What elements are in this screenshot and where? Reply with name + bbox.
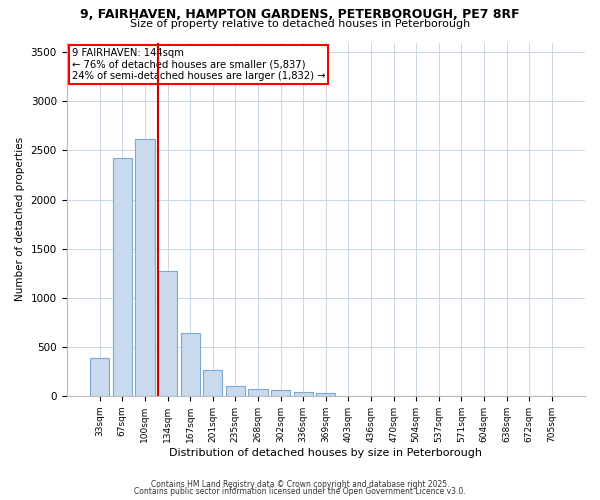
Bar <box>158 271 177 396</box>
Text: Size of property relative to detached houses in Peterborough: Size of property relative to detached ho… <box>130 19 470 29</box>
Bar <box>90 358 109 396</box>
Bar <box>316 394 335 396</box>
Bar <box>248 390 268 396</box>
Bar <box>113 158 132 396</box>
Bar <box>293 392 313 396</box>
Bar <box>203 370 223 396</box>
Bar <box>136 138 155 396</box>
Text: Contains HM Land Registry data © Crown copyright and database right 2025.: Contains HM Land Registry data © Crown c… <box>151 480 449 489</box>
Y-axis label: Number of detached properties: Number of detached properties <box>15 137 25 301</box>
Bar <box>271 390 290 396</box>
Text: Contains public sector information licensed under the Open Government Licence v3: Contains public sector information licen… <box>134 487 466 496</box>
Bar <box>226 386 245 396</box>
Text: 9 FAIRHAVEN: 144sqm
← 76% of detached houses are smaller (5,837)
24% of semi-det: 9 FAIRHAVEN: 144sqm ← 76% of detached ho… <box>72 48 325 81</box>
Text: 9, FAIRHAVEN, HAMPTON GARDENS, PETERBOROUGH, PE7 8RF: 9, FAIRHAVEN, HAMPTON GARDENS, PETERBORO… <box>80 8 520 20</box>
X-axis label: Distribution of detached houses by size in Peterborough: Distribution of detached houses by size … <box>169 448 482 458</box>
Bar <box>181 333 200 396</box>
